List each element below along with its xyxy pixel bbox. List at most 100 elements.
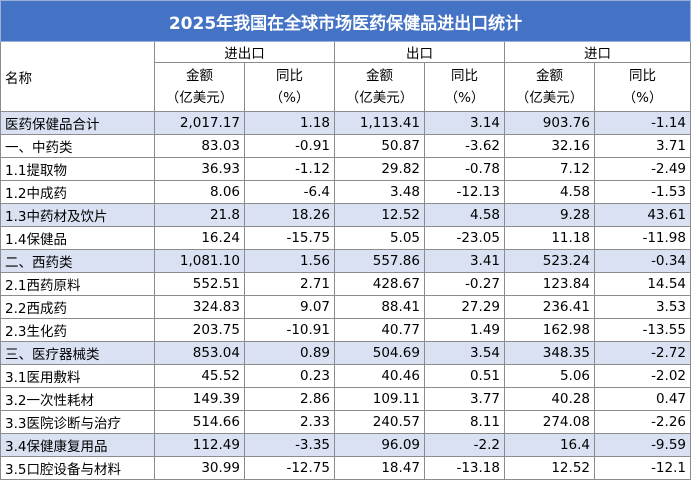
- row-value: 8.06: [155, 181, 245, 204]
- row-value: -2.02: [595, 365, 691, 388]
- column-header-line: 金额: [366, 68, 393, 84]
- row-value: 5.06: [505, 365, 595, 388]
- row-value: 3.14: [425, 112, 505, 135]
- row-value: -0.78: [425, 158, 505, 181]
- column-header: 同比 （%）: [595, 63, 691, 112]
- table-title: 2025年我国在全球市场医药保健品进出口统计: [0, 0, 691, 42]
- row-value: 162.98: [505, 319, 595, 342]
- row-value: 3.54: [425, 342, 505, 365]
- row-value: 0.47: [595, 388, 691, 411]
- row-value: -10.91: [245, 319, 335, 342]
- row-value: -2.2: [425, 434, 505, 457]
- column-header: 金额 （亿美元）: [505, 63, 595, 112]
- row-value: 9.07: [245, 296, 335, 319]
- row-value: -6.4: [245, 181, 335, 204]
- column-header-line: （%）: [622, 90, 663, 106]
- row-value: 0.51: [425, 365, 505, 388]
- row-value: 2,017.17: [155, 112, 245, 135]
- column-header: 金额 （亿美元）: [155, 63, 245, 112]
- group-header: 进出口: [155, 42, 335, 63]
- row-value: -11.98: [595, 227, 691, 250]
- row-name: 1.1提取物: [0, 158, 155, 181]
- row-value: 14.54: [595, 273, 691, 296]
- column-header-line: 同比: [629, 68, 656, 84]
- row-value: -9.59: [595, 434, 691, 457]
- row-value: 2.33: [245, 411, 335, 434]
- row-name: 2.3生化药: [0, 319, 155, 342]
- row-value: -2.72: [595, 342, 691, 365]
- row-value: -13.18: [425, 457, 505, 480]
- row-value: -13.55: [595, 319, 691, 342]
- row-value: 123.84: [505, 273, 595, 296]
- column-header-line: 金额: [186, 68, 213, 84]
- row-value: 514.66: [155, 411, 245, 434]
- row-value: -3.35: [245, 434, 335, 457]
- column-header: 金额 （亿美元）: [335, 63, 425, 112]
- row-value: -1.12: [245, 158, 335, 181]
- row-value: 18.26: [245, 204, 335, 227]
- row-value: -3.62: [425, 135, 505, 158]
- row-value: -2.49: [595, 158, 691, 181]
- row-value: 324.83: [155, 296, 245, 319]
- row-value: 5.05: [335, 227, 425, 250]
- row-value: 552.51: [155, 273, 245, 296]
- row-value: 40.28: [505, 388, 595, 411]
- row-value: -15.75: [245, 227, 335, 250]
- row-value: 45.52: [155, 365, 245, 388]
- column-header: 同比 （%）: [425, 63, 505, 112]
- column-header-line: （亿美元）: [515, 90, 584, 106]
- row-name: 二、西药类: [0, 250, 155, 273]
- group-header: 进口: [505, 42, 691, 63]
- row-value: -1.14: [595, 112, 691, 135]
- row-value: 18.47: [335, 457, 425, 480]
- column-header-line: （%）: [269, 90, 310, 106]
- row-value: -0.34: [595, 250, 691, 273]
- row-name: 3.1医用敷料: [0, 365, 155, 388]
- row-value: -1.53: [595, 181, 691, 204]
- row-value: -12.1: [595, 457, 691, 480]
- row-value: 29.82: [335, 158, 425, 181]
- group-header: 出口: [335, 42, 505, 63]
- row-value: 0.23: [245, 365, 335, 388]
- row-value: 88.41: [335, 296, 425, 319]
- row-value: 523.24: [505, 250, 595, 273]
- row-name: 一、中药类: [0, 135, 155, 158]
- row-value: 557.86: [335, 250, 425, 273]
- row-name: 3.2一次性耗材: [0, 388, 155, 411]
- row-value: 40.46: [335, 365, 425, 388]
- row-value: 30.99: [155, 457, 245, 480]
- row-value: 21.8: [155, 204, 245, 227]
- column-header-line: （亿美元）: [345, 90, 414, 106]
- row-value: 4.58: [425, 204, 505, 227]
- row-value: 903.76: [505, 112, 595, 135]
- row-value: 11.18: [505, 227, 595, 250]
- row-value: 3.53: [595, 296, 691, 319]
- row-value: 203.75: [155, 319, 245, 342]
- row-value: 1,081.10: [155, 250, 245, 273]
- row-value: 32.16: [505, 135, 595, 158]
- row-value: -23.05: [425, 227, 505, 250]
- row-value: 3.71: [595, 135, 691, 158]
- row-value: 16.4: [505, 434, 595, 457]
- row-value: 40.77: [335, 319, 425, 342]
- header-name: 名称: [0, 42, 155, 112]
- row-value: 112.49: [155, 434, 245, 457]
- row-name: 1.4保健品: [0, 227, 155, 250]
- row-name: 2.2西成药: [0, 296, 155, 319]
- row-value: 236.41: [505, 296, 595, 319]
- row-value: 3.41: [425, 250, 505, 273]
- column-header-line: 同比: [276, 68, 303, 84]
- column-header: 同比 （%）: [245, 63, 335, 112]
- row-value: 96.09: [335, 434, 425, 457]
- row-value: 274.08: [505, 411, 595, 434]
- row-value: 4.58: [505, 181, 595, 204]
- header-name-text: 名称: [5, 70, 32, 87]
- row-name: 3.4保健康复用品: [0, 434, 155, 457]
- row-value: 240.57: [335, 411, 425, 434]
- row-value: 2.71: [245, 273, 335, 296]
- row-value: -2.26: [595, 411, 691, 434]
- row-value: 16.24: [155, 227, 245, 250]
- row-value: 109.11: [335, 388, 425, 411]
- row-name: 1.3中药材及饮片: [0, 204, 155, 227]
- row-value: 43.61: [595, 204, 691, 227]
